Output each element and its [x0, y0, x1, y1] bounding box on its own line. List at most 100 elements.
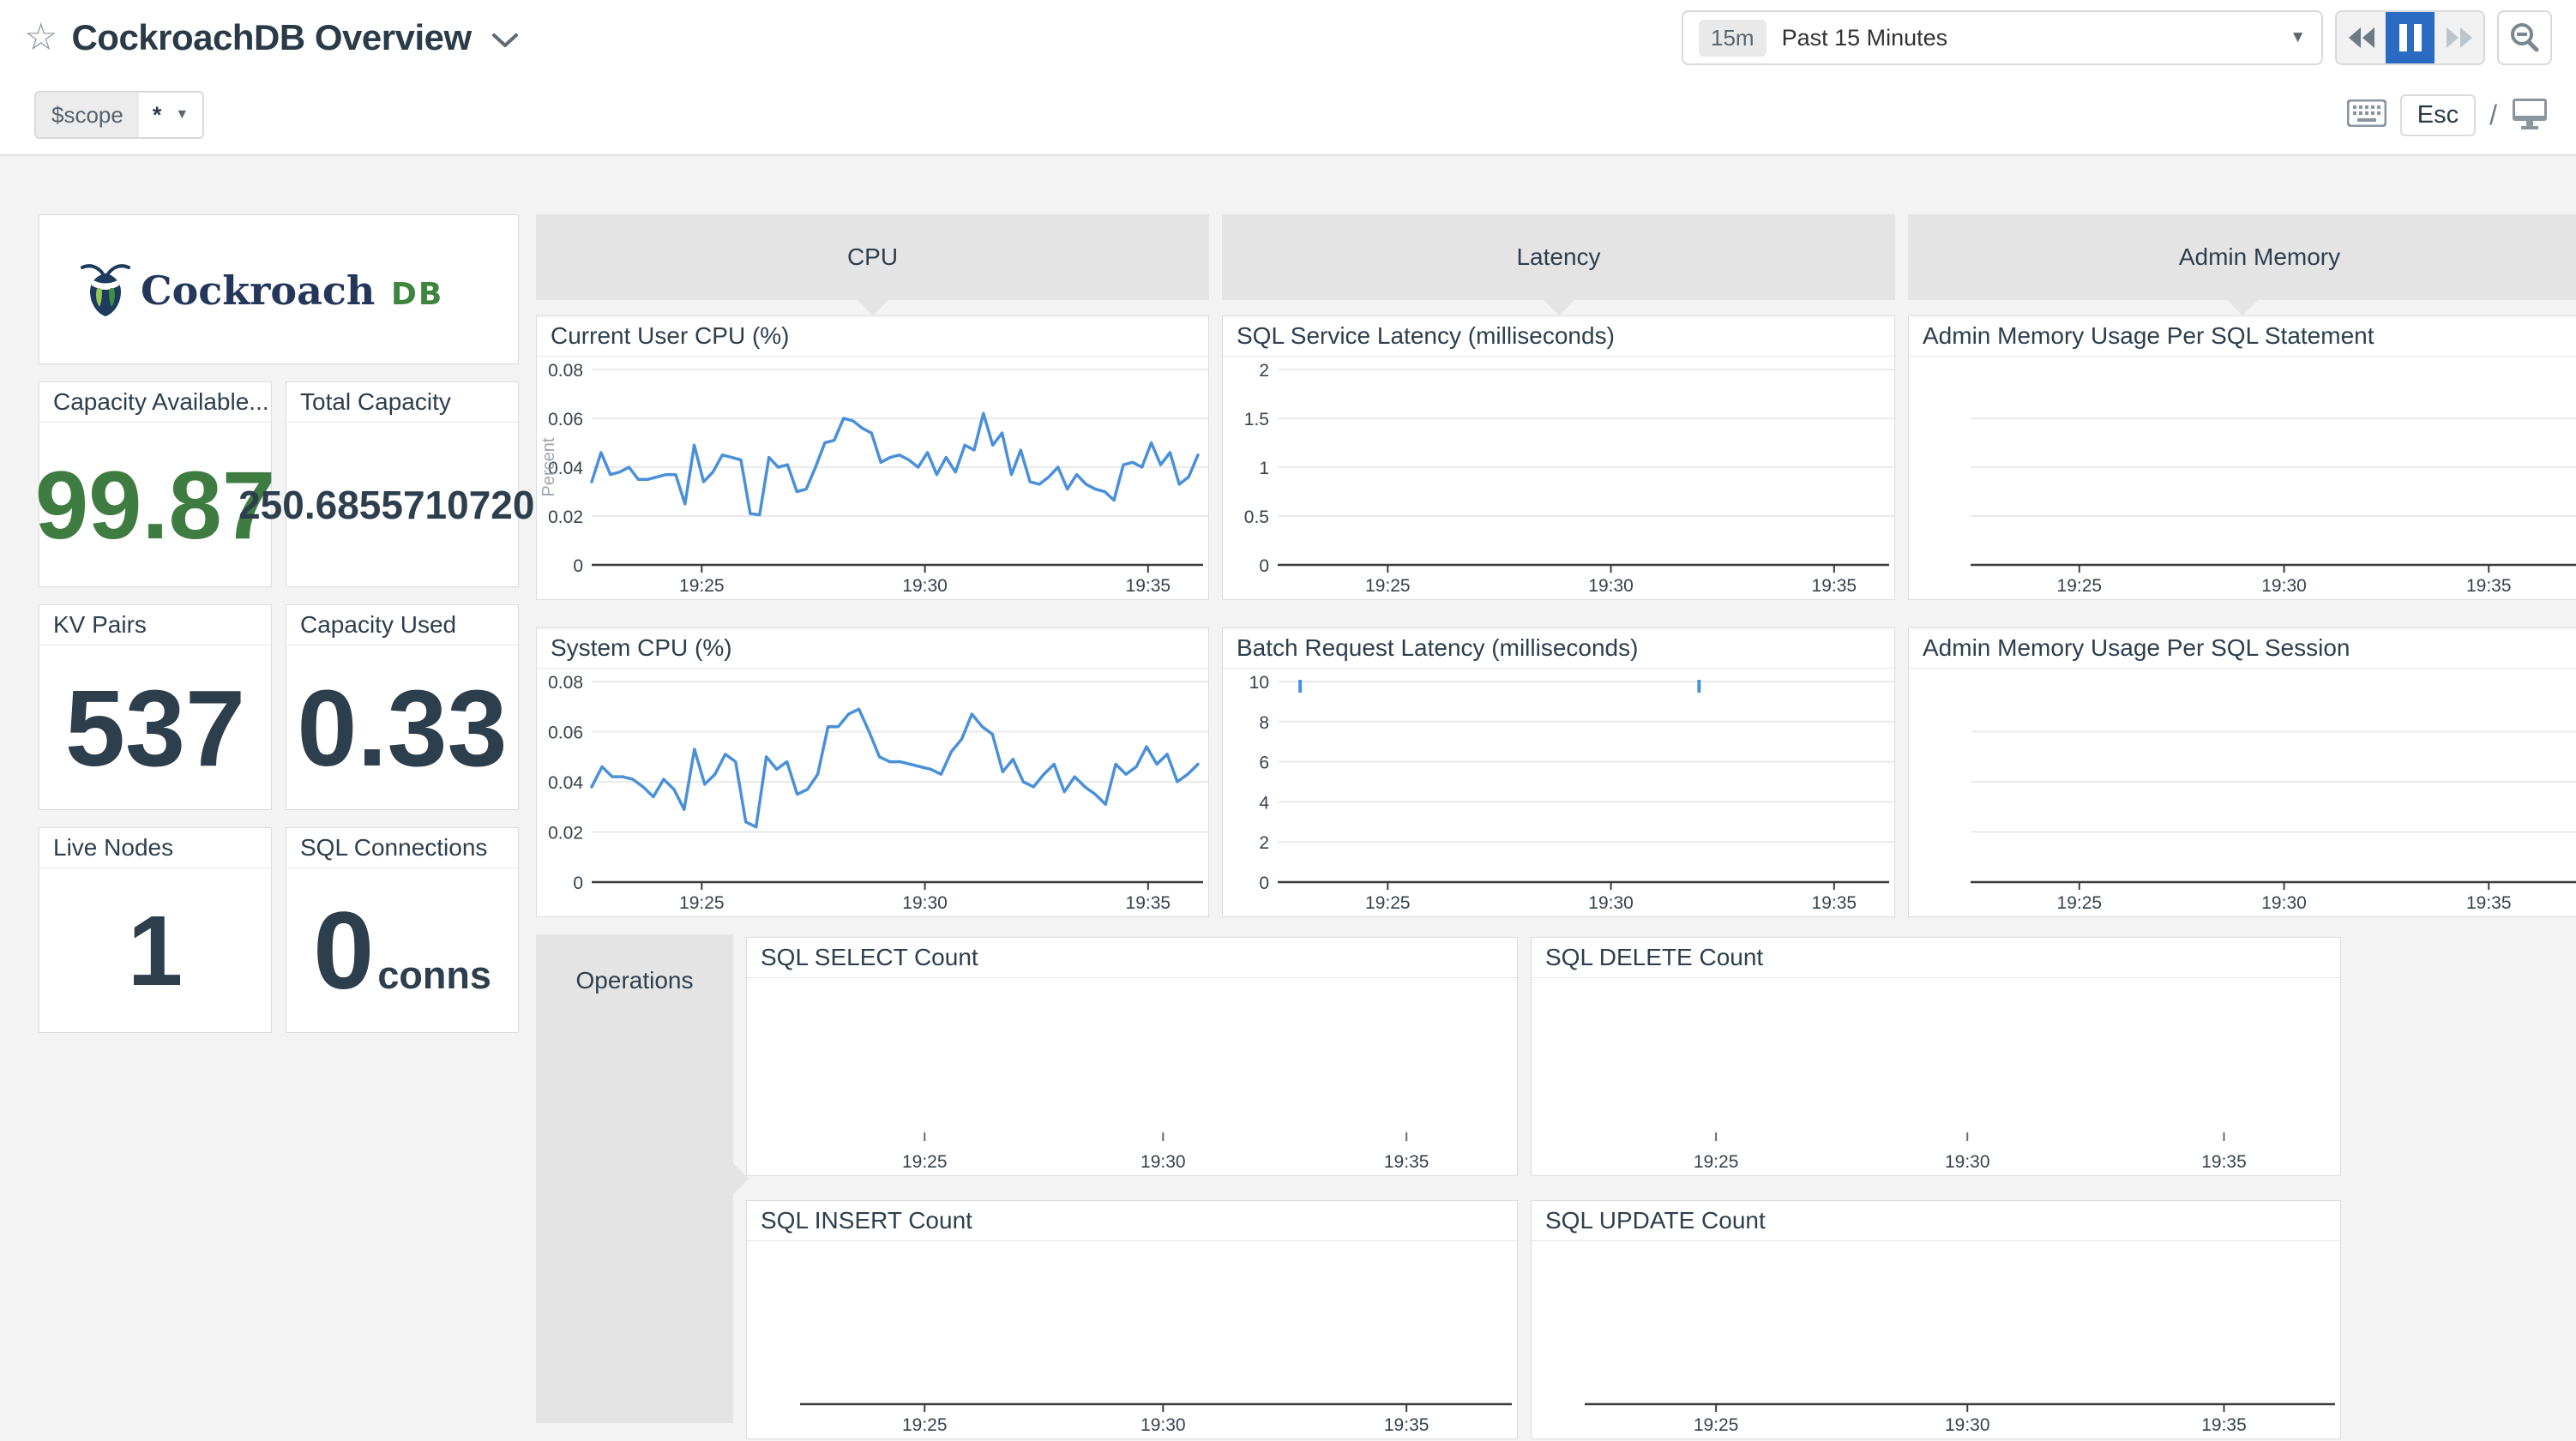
chart-system-cpu[interactable]: System CPU (%) 0 0.02 0.04 0.06 0.08 19:25 19:… — [536, 627, 1209, 917]
zoom-out-button[interactable] — [2497, 10, 2552, 65]
group-pointer — [2226, 299, 2259, 315]
svg-text:19:30: 19:30 — [2261, 893, 2307, 913]
svg-text:19:35: 19:35 — [1126, 893, 1171, 913]
chart-sql-insert-count[interactable]: SQL INSERT Count 19:25 19:30 19:35 — [746, 1200, 1518, 1439]
line-chart: 0 0.5 1 1.5 2 19:25 19:30 19:35 — [1223, 357, 1894, 599]
svg-text:10: 10 — [1249, 673, 1269, 693]
chart-sql-delete-count[interactable]: SQL DELETE Count 19:25 19:30 19:35 — [1531, 937, 2341, 1176]
caret-down-icon: ▼ — [2290, 28, 2306, 46]
stat-card-kv-pairs[interactable]: KV Pairs 537 — [39, 604, 272, 810]
fast-forward-icon — [2446, 27, 2472, 48]
line-chart: 19:25 19:30 19:35 — [747, 979, 1517, 1175]
chart-title: SQL UPDATE Count — [1532, 1201, 2340, 1241]
group-header-admin-memory[interactable]: Admin Memory — [1908, 214, 2576, 315]
stat-value: 0.33 — [297, 667, 508, 789]
chart-batch-request-latency[interactable]: Batch Request Latency (milliseconds) 0 2 4… — [1222, 627, 1895, 917]
svg-text:0.06: 0.06 — [548, 724, 583, 743]
svg-text:0: 0 — [573, 556, 583, 576]
logo-wordmark: Cockroach — [141, 267, 375, 314]
group-label: CPU — [846, 243, 899, 270]
stat-card-sql-connections[interactable]: SQL Connections 0 conns — [286, 827, 519, 1033]
svg-text:19:35: 19:35 — [1812, 893, 1857, 913]
group-header-latency[interactable]: Latency — [1222, 214, 1895, 315]
svg-text:19:30: 19:30 — [1141, 1415, 1186, 1435]
svg-text:6: 6 — [1259, 754, 1269, 773]
time-range-badge: 15m — [1699, 19, 1766, 57]
svg-text:19:25: 19:25 — [2057, 576, 2103, 596]
chart-admin-memory-session[interactable]: Admin Memory Usage Per SQL Session 19:25… — [1908, 627, 2576, 917]
svg-text:19:35: 19:35 — [2201, 1415, 2247, 1435]
svg-text:0.02: 0.02 — [548, 824, 583, 844]
stat-value: 537 — [64, 667, 246, 789]
svg-text:Percent: Percent — [539, 437, 558, 496]
svg-text:19:35: 19:35 — [1812, 576, 1857, 596]
svg-text:0: 0 — [573, 874, 583, 893]
pause-icon — [2398, 24, 2422, 51]
stat-card-capacity-used[interactable]: Capacity Used 0.33 — [286, 604, 519, 810]
chart-sql-select-count[interactable]: SQL SELECT Count 19:25 19:30 19:35 — [746, 937, 1518, 1176]
magnifier-minus-icon — [2511, 23, 2539, 52]
stat-card-total-capacity[interactable]: Total Capacity 250.6855710720 GB — [238, 381, 566, 587]
chart-title: Admin Memory Usage Per SQL Statement — [1909, 316, 2576, 357]
svg-text:19:25: 19:25 — [679, 576, 725, 596]
keyboard-shortcuts-icon[interactable] — [2346, 99, 2387, 130]
line-chart: 19:25 19:30 19:35 — [1532, 979, 2340, 1175]
stat-card-capacity-available[interactable]: Capacity Available... 99.87 — [35, 381, 275, 587]
svg-text:2: 2 — [1259, 833, 1269, 853]
svg-text:1.5: 1.5 — [1244, 410, 1269, 429]
svg-text:19:35: 19:35 — [1384, 1152, 1429, 1172]
svg-text:19:25: 19:25 — [1694, 1152, 1739, 1172]
svg-text:19:30: 19:30 — [1588, 893, 1634, 913]
template-variable-bar: $scope * ▼ Esc / — [0, 75, 2576, 156]
line-chart: 19:25 19:30 19:35 — [747, 1242, 1517, 1438]
svg-text:0.08: 0.08 — [548, 673, 583, 693]
page-title: CockroachDB Overview — [71, 17, 472, 57]
svg-text:0: 0 — [1259, 556, 1269, 576]
group-header-cpu[interactable]: CPU — [536, 214, 1209, 315]
group-pointer — [732, 1162, 749, 1195]
stat-value: 99.87 — [34, 451, 276, 559]
chart-title: SQL Service Latency (milliseconds) — [1223, 316, 1894, 357]
svg-text:4: 4 — [1259, 793, 1269, 813]
svg-text:19:35: 19:35 — [1384, 1415, 1429, 1435]
line-chart: 19:25 19:30 19:35 — [1532, 1242, 2340, 1438]
pause-button[interactable] — [2386, 12, 2435, 63]
chart-title: Admin Memory Usage Per SQL Session — [1909, 628, 2576, 669]
svg-text:19:25: 19:25 — [1694, 1415, 1739, 1435]
stat-value: 0 — [313, 889, 375, 1012]
rewind-icon — [2348, 27, 2374, 48]
svg-text:19:25: 19:25 — [1365, 893, 1411, 913]
monitor-fullscreen-icon[interactable] — [2511, 97, 2549, 134]
svg-text:19:25: 19:25 — [902, 1415, 948, 1435]
stat-title: Capacity Available... — [39, 382, 271, 423]
svg-text:19:25: 19:25 — [902, 1152, 948, 1172]
svg-text:19:30: 19:30 — [1588, 576, 1634, 596]
svg-text:2: 2 — [1259, 361, 1269, 381]
stat-value: 250.6855710720 — [238, 483, 535, 527]
chart-title: Batch Request Latency (milliseconds) — [1223, 628, 1894, 669]
rewind-button[interactable] — [2337, 12, 2386, 63]
favorite-star-icon[interactable]: ☆ — [24, 16, 58, 58]
time-range-picker[interactable]: 15m Past 15 Minutes ▼ — [1682, 10, 2323, 65]
scope-variable-picker[interactable]: $scope * ▼ — [34, 91, 205, 139]
chart-admin-memory-statement[interactable]: Admin Memory Usage Per SQL Statement 19:… — [1908, 315, 2576, 600]
chart-sql-update-count[interactable]: SQL UPDATE Count 19:25 19:30 19:35 — [1531, 1200, 2341, 1439]
cockroachdb-logo-card[interactable]: Cockroach DB — [39, 214, 519, 364]
stat-card-live-nodes[interactable]: Live Nodes 1 — [39, 827, 272, 1033]
chart-sql-service-latency[interactable]: SQL Service Latency (milliseconds) 0 0.5 1… — [1222, 315, 1895, 600]
group-header-operations[interactable]: Operations — [536, 934, 749, 1423]
svg-text:1: 1 — [1259, 459, 1269, 478]
chevron-down-icon[interactable] — [491, 31, 520, 54]
chart-current-user-cpu[interactable]: Current User CPU (%) 0 0.02 0.04 0.06 0.08 19… — [536, 315, 1209, 600]
cockroachdb-bug-icon: Cockroach DB — [81, 263, 443, 316]
stat-value: 1 — [127, 895, 184, 1006]
group-pointer — [1542, 299, 1575, 315]
line-chart: 0 0.02 0.04 0.06 0.08 19:25 19:30 19:35 Percent — [537, 357, 1208, 599]
logo-suffix: DB — [391, 277, 443, 312]
esc-button[interactable]: Esc — [2399, 93, 2477, 136]
fast-forward-button[interactable] — [2435, 12, 2483, 63]
svg-text:19:35: 19:35 — [2201, 1152, 2247, 1172]
svg-text:19:30: 19:30 — [1945, 1415, 1990, 1435]
scope-variable-name: $scope — [36, 93, 139, 137]
svg-text:19:35: 19:35 — [2466, 893, 2512, 913]
